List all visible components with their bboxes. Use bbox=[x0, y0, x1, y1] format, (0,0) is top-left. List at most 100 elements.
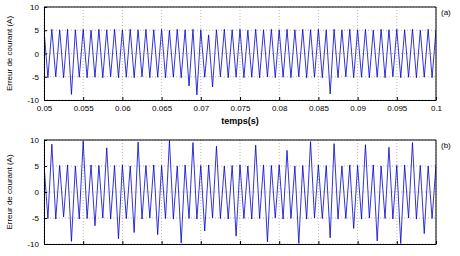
subplot: -10 -5 0 5 10 Erreur de courant (A) (b) bbox=[5, 136, 451, 249]
y-tick-label: 5 bbox=[35, 162, 40, 171]
x-tick-mark bbox=[201, 241, 202, 244]
x-tick-mark bbox=[279, 241, 280, 244]
y-tick: 10 bbox=[30, 3, 47, 12]
grid-line-x bbox=[357, 7, 358, 100]
y-tick: -10 bbox=[27, 96, 47, 105]
x-tick-mark bbox=[240, 241, 241, 244]
x-axis-line bbox=[45, 244, 437, 245]
y-axis: -10 -5 0 5 10 bbox=[27, 136, 47, 249]
y-tick-mark bbox=[44, 218, 47, 219]
y-tick-mark bbox=[44, 77, 47, 78]
y-tick-label: 0 bbox=[35, 50, 40, 59]
x-tick bbox=[279, 241, 280, 244]
x-tick bbox=[240, 241, 241, 244]
grid-line-y bbox=[44, 192, 436, 193]
y-tick: 0 bbox=[35, 50, 47, 59]
frame-top bbox=[44, 140, 436, 141]
grid-line-x bbox=[318, 140, 319, 244]
panel-label: (b) bbox=[441, 141, 451, 150]
x-tick: 0.06 bbox=[115, 97, 131, 113]
x-tick-mark bbox=[358, 97, 359, 100]
x-tick-mark bbox=[397, 241, 398, 244]
x-tick: 0.095 bbox=[387, 97, 408, 113]
grid-line-x bbox=[436, 7, 437, 100]
y-tick-mark bbox=[44, 100, 47, 101]
x-tick-label: 0.065 bbox=[152, 104, 173, 113]
signal-line bbox=[44, 29, 436, 95]
plot-area bbox=[44, 141, 436, 244]
y-axis: -10 -5 0 5 10 bbox=[27, 3, 47, 105]
plot-area bbox=[44, 29, 436, 95]
x-tick bbox=[397, 241, 398, 244]
grid-line-x bbox=[436, 140, 437, 244]
x-axis: 0.05 0.055 0.06 0.065 0.07 0.075 0.08 0.085 0.09… bbox=[37, 97, 443, 113]
x-tick: 0.08 bbox=[272, 97, 288, 113]
x-tick bbox=[318, 241, 319, 244]
y-tick-label: -5 bbox=[32, 73, 40, 82]
x-tick-mark bbox=[201, 97, 202, 100]
subplot: 0.05 0.055 0.06 0.065 0.07 0.075 0.08 0.085 0.09… bbox=[5, 3, 451, 126]
x-tick-label: 0.095 bbox=[387, 104, 408, 113]
y-tick-label: -10 bbox=[27, 96, 39, 105]
x-tick-mark bbox=[162, 97, 163, 100]
frame-right bbox=[436, 7, 437, 100]
x-tick: 0.09 bbox=[350, 97, 366, 113]
grid-line-x bbox=[396, 7, 397, 100]
y-tick-label: 0 bbox=[35, 188, 40, 197]
grid-line-x bbox=[357, 140, 358, 244]
x-tick-mark bbox=[122, 97, 123, 100]
x-tick: 0.1 bbox=[431, 97, 443, 113]
grid-line-x bbox=[396, 140, 397, 244]
grid-line-y bbox=[44, 53, 436, 54]
y-tick-label: 10 bbox=[30, 3, 39, 12]
chart-svg: 0.05 0.055 0.06 0.065 0.07 0.075 0.08 0.085 0.09… bbox=[0, 0, 460, 256]
x-tick-mark bbox=[279, 97, 280, 100]
frame-right bbox=[436, 140, 437, 244]
x-tick-mark bbox=[318, 97, 319, 100]
x-tick-mark bbox=[240, 97, 241, 100]
grid-line-y bbox=[44, 140, 436, 141]
x-tick bbox=[201, 241, 202, 244]
x-tick-mark bbox=[83, 241, 84, 244]
x-tick-label: 0.05 bbox=[37, 104, 53, 113]
y-tick: 5 bbox=[35, 162, 47, 171]
x-axis-line bbox=[45, 100, 437, 101]
x-tick-mark bbox=[397, 97, 398, 100]
x-tick: 0.055 bbox=[74, 97, 95, 113]
y-axis-title: Erreur de courant (A) bbox=[5, 154, 14, 229]
grid bbox=[44, 140, 436, 244]
y-tick-mark bbox=[44, 30, 47, 31]
x-tick: 0.085 bbox=[309, 97, 330, 113]
y-tick-label: -5 bbox=[32, 214, 40, 223]
x-tick-label: 0.085 bbox=[309, 104, 330, 113]
x-tick-mark bbox=[162, 241, 163, 244]
x-tick bbox=[83, 241, 84, 244]
x-tick-mark bbox=[83, 97, 84, 100]
x-tick-label: 0.07 bbox=[194, 104, 210, 113]
y-tick: -10 bbox=[27, 240, 47, 249]
x-tick-label: 0.1 bbox=[431, 104, 443, 113]
y-tick-label: 5 bbox=[35, 26, 40, 35]
y-tick: 10 bbox=[30, 136, 47, 145]
y-axis-title: Erreur de courant (A) bbox=[5, 16, 14, 91]
x-tick-label: 0.06 bbox=[115, 104, 131, 113]
y-tick-mark bbox=[44, 244, 47, 245]
x-tick: 0.065 bbox=[152, 97, 173, 113]
frame-top bbox=[44, 7, 436, 8]
y-tick-label: 10 bbox=[30, 136, 39, 145]
x-tick-mark bbox=[122, 241, 123, 244]
x-tick-mark bbox=[358, 241, 359, 244]
x-tick bbox=[358, 241, 359, 244]
y-tick-mark bbox=[44, 192, 47, 193]
x-tick-label: 0.075 bbox=[230, 104, 251, 113]
y-tick: 0 bbox=[35, 188, 47, 197]
y-tick: -5 bbox=[32, 73, 47, 82]
x-axis-title: temps(s) bbox=[221, 116, 259, 126]
x-tick bbox=[162, 241, 163, 244]
x-tick-label: 0.055 bbox=[74, 104, 95, 113]
y-tick-mark bbox=[44, 166, 47, 167]
x-tick-mark bbox=[318, 241, 319, 244]
x-axis bbox=[45, 241, 437, 245]
x-tick: 0.075 bbox=[230, 97, 251, 113]
y-tick-label: -10 bbox=[27, 240, 39, 249]
